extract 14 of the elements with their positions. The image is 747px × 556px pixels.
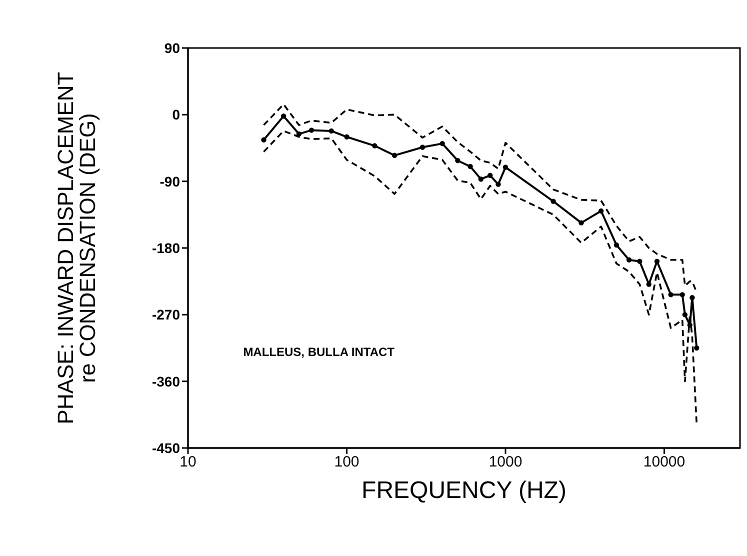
x-tick-label: 10 — [180, 454, 196, 471]
x-tick-label: 10000 — [643, 454, 686, 471]
x-tick-label: 100 — [334, 454, 360, 471]
y-tick-label: 90 — [164, 40, 180, 56]
y-tick-label: -450 — [152, 440, 180, 456]
x-axis-title: FREQUENCY (HZ) — [362, 477, 566, 504]
annotation: MALLEUS, BULLA INTACT — [243, 345, 396, 359]
y-tick-label: -360 — [152, 373, 180, 390]
y-tick-label: -270 — [152, 306, 180, 323]
y-tick-label: -90 — [160, 173, 180, 190]
y-tick-label: 0 — [172, 106, 180, 123]
y-tick-label: -180 — [152, 240, 180, 256]
y-axis-title: PHASE: INWARD DISPLACEMENT re CONDENSATION (DEG) — [53, 72, 100, 424]
x-tick-label: 1000 — [488, 454, 522, 471]
